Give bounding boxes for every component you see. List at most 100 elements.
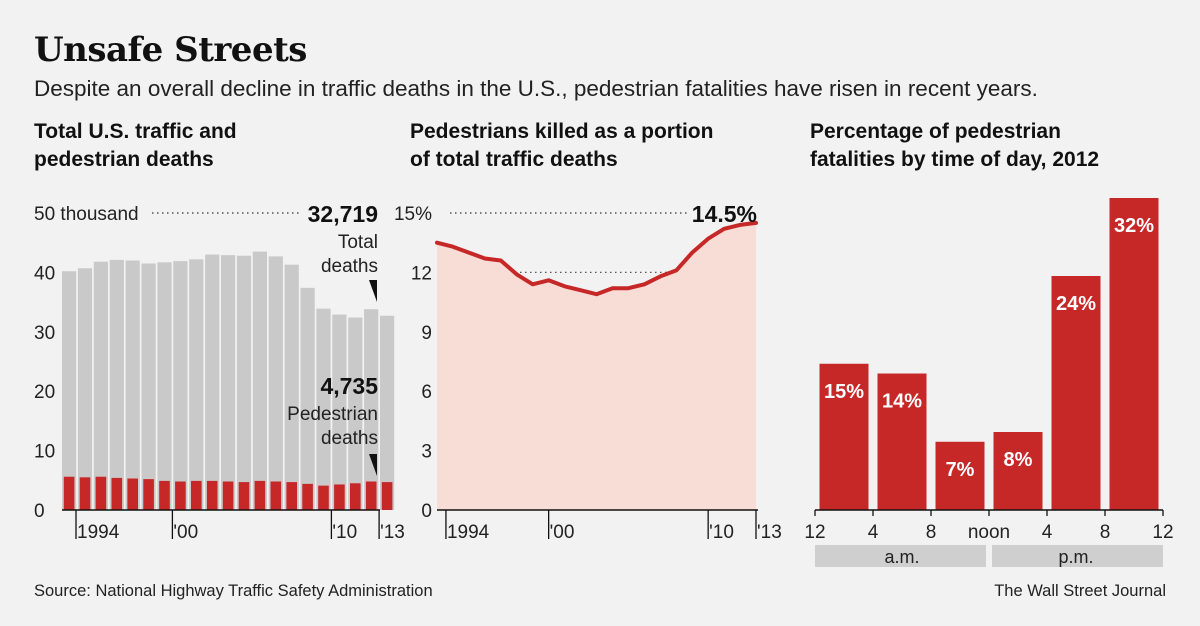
- total-deaths-bar-1994: [77, 268, 93, 510]
- chart1-ytick-label: 30: [34, 323, 55, 344]
- chart3-xtick-label: noon: [968, 522, 1010, 543]
- chart3-xtick-label: 4: [868, 522, 879, 543]
- pedestrian-deaths-bar-2001: [191, 480, 202, 510]
- pedestrian-deaths-bar-1993: [63, 476, 75, 510]
- source-note: Source: National Highway Traffic Safety …: [34, 582, 433, 600]
- total-deaths-bar-1995: [93, 261, 108, 510]
- total-deaths-bar-2002: [205, 254, 220, 510]
- time-of-day-value-label: 8%: [1004, 449, 1033, 471]
- pedestrian-deaths-label: Pedestrian: [287, 404, 378, 425]
- pedestrian-deaths-pointer-icon: [369, 454, 377, 476]
- pedestrian-deaths-bar-2011: [350, 483, 361, 510]
- time-of-day-bar-3: [993, 432, 1043, 510]
- pedestrian-deaths-bar-2010: [334, 484, 345, 510]
- pedestrian-deaths-bar-2002: [206, 480, 218, 510]
- total-deaths-bar-2013: [380, 315, 395, 510]
- total-deaths-bar-2001: [189, 259, 204, 510]
- total-deaths-bar-2004: [236, 255, 252, 510]
- pm-period-label: p.m.: [1058, 547, 1093, 567]
- chart2-xtick-label: '10: [709, 522, 734, 543]
- time-of-day-bar-5: [1109, 198, 1159, 510]
- pm-period-band: [992, 545, 1163, 567]
- pedestrian-deaths-bar-2003: [222, 481, 234, 510]
- pedestrian-deaths-bar-1998: [143, 479, 154, 510]
- chart2-ytick-label: 0: [421, 501, 432, 522]
- pedestrian-deaths-bar-2009: [318, 485, 329, 510]
- total-deaths-bar-2010: [332, 314, 347, 510]
- time-of-day-value-label: 15%: [824, 381, 864, 403]
- total-deaths-bar-2005: [252, 251, 267, 511]
- total-deaths-bar-2000: [173, 261, 188, 510]
- total-deaths-value-label: 32,719: [308, 201, 378, 227]
- chart1-ytick-label: 10: [34, 442, 55, 463]
- chart2-xtick-label: '13: [757, 522, 782, 543]
- pedestrian-deaths-label: deaths: [321, 428, 378, 449]
- chart2-ytick-label: 12: [411, 263, 432, 284]
- time-of-day-value-label: 14%: [882, 391, 922, 413]
- total-deaths-bar-2009: [316, 308, 331, 510]
- pedestrian-deaths-bar-1995: [95, 476, 107, 510]
- page-title: Unsafe Streets: [34, 30, 307, 70]
- chart1-xtick-label: '13: [380, 522, 405, 543]
- time-of-day-bar-1: [877, 373, 927, 510]
- total-deaths-bar-1996: [109, 259, 124, 510]
- total-deaths-bar-2008: [300, 287, 315, 510]
- chart1-title: Total U.S. traffic and pedestrian deaths: [34, 118, 394, 174]
- pedestrian-portion-last-value: 14.5%: [692, 201, 757, 227]
- pedestrian-deaths-bar-2005: [254, 480, 266, 510]
- chart3-xtick-label: 12: [1152, 522, 1173, 543]
- chart1-xtick-label: '10: [332, 522, 357, 543]
- time-of-day-bar-0: [819, 363, 869, 510]
- pedestrian-deaths-value-label: 4,735: [320, 373, 378, 399]
- pedestrian-deaths-bar-2006: [270, 481, 282, 510]
- chart2-title-line-2: of total traffic deaths: [410, 148, 618, 171]
- time-of-day-value-label: 32%: [1114, 215, 1154, 237]
- total-deaths-bar-1997: [125, 260, 140, 510]
- chart2-pedestrian-portion: 0 3 6 9 12 15% 1994 '00 '10 '13 14.5%: [394, 201, 782, 543]
- page-subtitle: Despite an overall decline in traffic de…: [34, 76, 1038, 101]
- publisher-credit: The Wall Street Journal: [994, 582, 1166, 600]
- chart1-title-line-2: pedestrian deaths: [34, 148, 214, 171]
- pedestrian-deaths-bar-2013: [381, 482, 393, 510]
- chart2-title: Pedestrians killed as a portion of total…: [410, 118, 770, 174]
- total-deaths-bar-2003: [221, 255, 236, 510]
- chart3-title-line-2: fatalities by time of day, 2012: [810, 148, 1100, 171]
- pedestrian-deaths-bar-2000: [175, 481, 186, 510]
- chart3-time-of-day: 15% 14% 7% 8% 24% 32% 12 4 8 noon 4 8 12 a.m. p.m.: [804, 198, 1174, 567]
- chart2-ytick-label: 15%: [394, 204, 432, 225]
- time-of-day-bar-4: [1051, 276, 1101, 510]
- chart2-ytick-label: 3: [421, 442, 432, 463]
- chart3-title: Percentage of pedestrian fatalities by t…: [810, 118, 1170, 174]
- chart2-xtick-label: '00: [550, 522, 575, 543]
- total-deaths-pointer-icon: [369, 280, 377, 302]
- pedestrian-deaths-bar-1997: [127, 478, 138, 510]
- time-of-day-value-label: 7%: [946, 459, 975, 481]
- total-deaths-bar-2006: [268, 256, 283, 510]
- chart3-xtick-label: 4: [1042, 522, 1053, 543]
- total-deaths-label: Total: [338, 232, 378, 253]
- chart1-ytick-label: 20: [34, 382, 55, 403]
- chart2-title-line-1: Pedestrians killed as a portion: [410, 120, 714, 143]
- pedestrian-deaths-bar-2012: [365, 481, 377, 510]
- chart1-ytick-label: 40: [34, 263, 55, 284]
- chart1-xtick-label: '00: [173, 522, 198, 543]
- pedestrian-deaths-bar-2008: [302, 483, 313, 510]
- total-deaths-bar-2011: [348, 317, 363, 510]
- total-deaths-bar-2007: [284, 264, 299, 510]
- chart3-title-line-1: Percentage of pedestrian: [810, 120, 1061, 143]
- chart1-ytick-label: 0: [34, 501, 45, 522]
- pedestrian-portion-area: [437, 222, 756, 510]
- am-period-label: a.m.: [884, 547, 919, 567]
- am-period-band: [815, 545, 986, 567]
- chart1-ytick-label: 50 thousand: [34, 204, 139, 225]
- pedestrian-deaths-bar-2007: [286, 482, 297, 510]
- chart3-xtick-label: 12: [804, 522, 825, 543]
- chart1-traffic-deaths: 0 10 20 30 40 50 thousand 1994 '00 '10 '13 32,719 T…: [34, 201, 405, 543]
- total-deaths-bar-1993: [62, 271, 77, 510]
- time-of-day-bar-2: [935, 441, 985, 510]
- chart3-xtick-label: 8: [1100, 522, 1111, 543]
- chart1-xtick-label: 1994: [77, 522, 120, 543]
- pedestrian-deaths-bar-2004: [238, 482, 250, 510]
- chart2-ytick-label: 6: [421, 382, 432, 403]
